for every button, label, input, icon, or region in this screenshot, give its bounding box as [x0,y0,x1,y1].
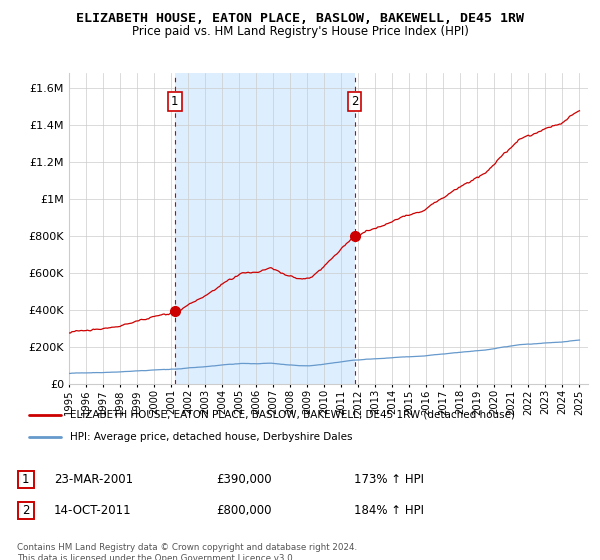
Text: £390,000: £390,000 [216,473,272,487]
Text: 173% ↑ HPI: 173% ↑ HPI [354,473,424,487]
Text: ELIZABETH HOUSE, EATON PLACE, BASLOW, BAKEWELL, DE45 1RW (detached house): ELIZABETH HOUSE, EATON PLACE, BASLOW, BA… [70,410,515,420]
Text: £800,000: £800,000 [216,504,271,517]
Text: 23-MAR-2001: 23-MAR-2001 [54,473,133,487]
Text: ELIZABETH HOUSE, EATON PLACE, BASLOW, BAKEWELL, DE45 1RW: ELIZABETH HOUSE, EATON PLACE, BASLOW, BA… [76,12,524,25]
Text: 2: 2 [22,504,29,517]
Text: 2: 2 [351,95,358,108]
Text: HPI: Average price, detached house, Derbyshire Dales: HPI: Average price, detached house, Derb… [70,432,352,442]
Text: 184% ↑ HPI: 184% ↑ HPI [354,504,424,517]
Text: Contains HM Land Registry data © Crown copyright and database right 2024.
This d: Contains HM Land Registry data © Crown c… [17,543,357,560]
Text: Price paid vs. HM Land Registry's House Price Index (HPI): Price paid vs. HM Land Registry's House … [131,25,469,38]
Text: 14-OCT-2011: 14-OCT-2011 [54,504,131,517]
Bar [175,73,355,384]
Text: 1: 1 [22,473,29,487]
Text: 1: 1 [171,95,179,108]
